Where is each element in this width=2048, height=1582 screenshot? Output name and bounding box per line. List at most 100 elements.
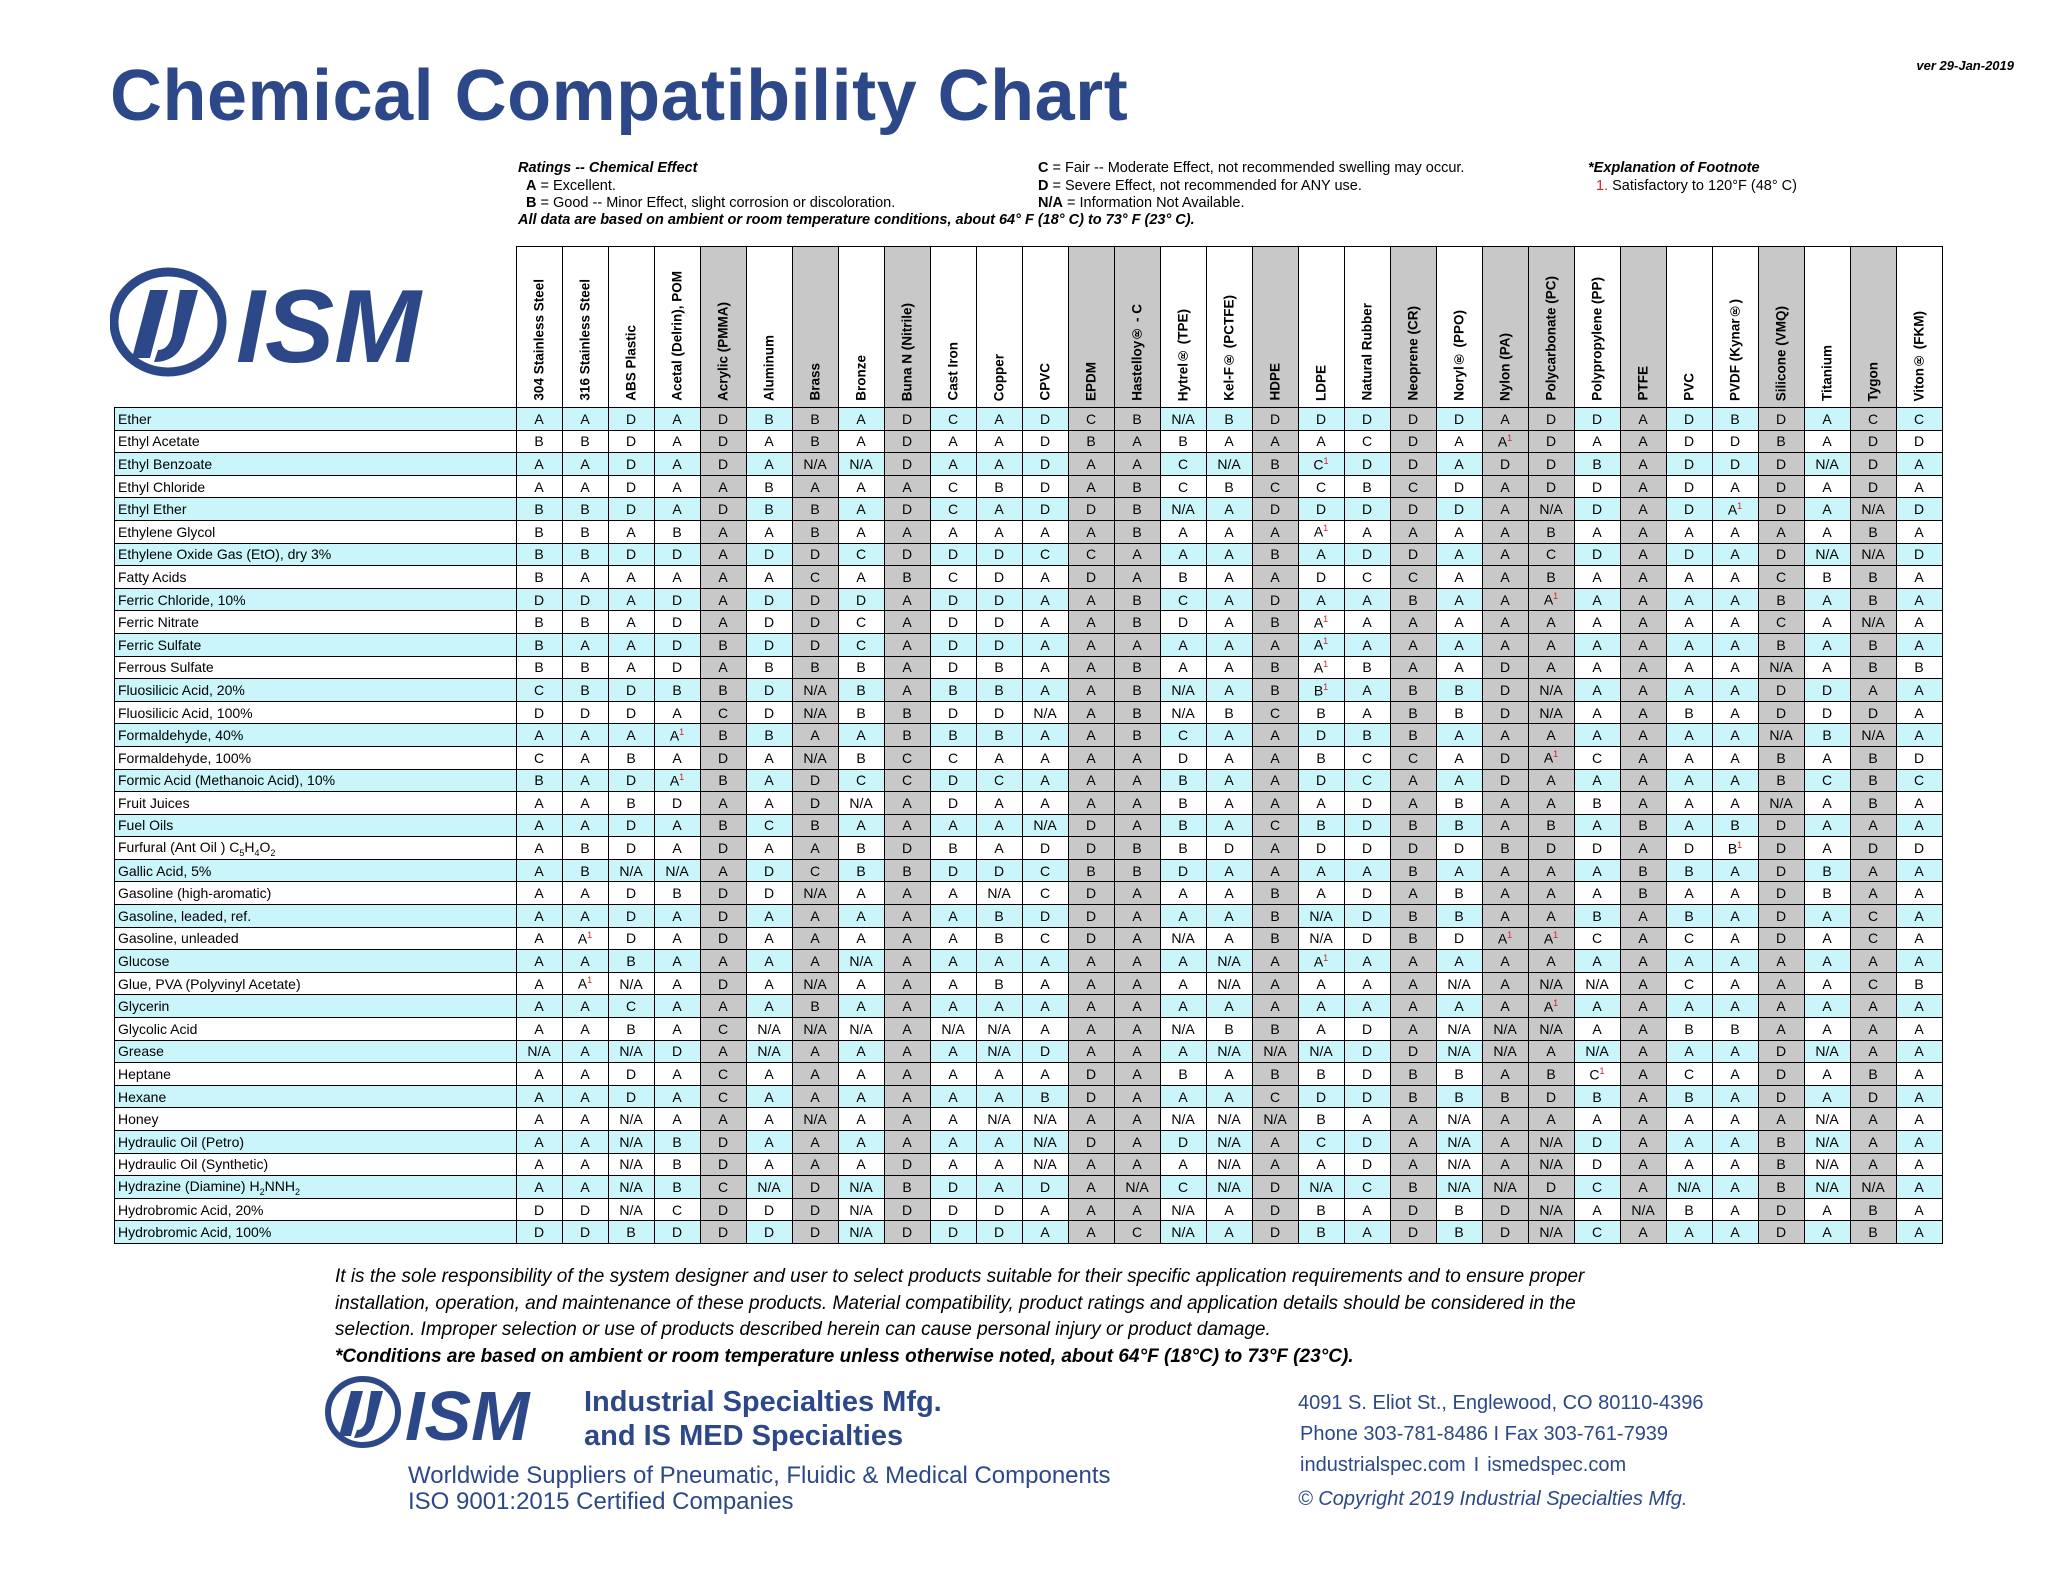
rating-cell: A <box>929 813 977 838</box>
rating-cell: D <box>607 497 655 521</box>
website-link-2[interactable]: ismedspec.com <box>1487 1454 1627 1476</box>
rating-cell: B <box>1113 519 1161 544</box>
rating-cell: A <box>1711 904 1759 928</box>
rating-cell: A <box>1067 1039 1115 1064</box>
chemical-name: Ferric Sulfate <box>114 632 517 657</box>
chemical-name: Formaldehyde, 100% <box>114 745 517 770</box>
rating-cell: A <box>1619 497 1667 521</box>
rating-cell: N/A <box>1205 1130 1253 1154</box>
rating-cell: A1 <box>561 926 609 951</box>
rating-cell: A <box>1527 1039 1575 1064</box>
rating-cell: N/A <box>1113 1175 1161 1199</box>
table-row: Fruit Juices A A B D A A D N/A A D A A A A B A A A D A B A A B A A… <box>114 791 1943 815</box>
rating-cell: A <box>791 723 839 747</box>
rating-cell: B <box>607 949 655 973</box>
rating-cell: A <box>1113 791 1161 815</box>
rating-cell: B <box>1159 1062 1207 1086</box>
rating-cell: D <box>1803 700 1851 725</box>
rating-cell: A <box>1711 1152 1759 1177</box>
rating-cell: A <box>1573 723 1621 747</box>
rating-cell: D <box>1895 429 1943 454</box>
chemical-name: Glycerin <box>114 994 517 1019</box>
material-header: Hytrel® (TPE) <box>1159 246 1207 408</box>
rating-cell: A <box>883 1017 931 1041</box>
rating-cell: D <box>929 791 977 815</box>
rating-cell: C <box>699 1175 747 1199</box>
rating-cell: B <box>1113 497 1161 521</box>
rating-cell: A <box>1665 678 1713 702</box>
rating-cell: B <box>699 813 747 838</box>
material-label: Polycarbonate (PC) <box>1543 276 1559 401</box>
rating-cell: A1 <box>1711 497 1759 521</box>
rating-cell: A <box>837 1039 885 1064</box>
rating-cell: N/A <box>1435 1152 1483 1177</box>
rating-cell: B <box>745 723 793 747</box>
website-separator: I <box>1473 1454 1480 1476</box>
rating-cell: A <box>1435 519 1483 544</box>
rating-cell: A <box>1665 881 1713 906</box>
rating-cell: B <box>1803 858 1851 883</box>
rating-cell: A <box>1665 565 1713 589</box>
rating-cell: B <box>1205 474 1253 499</box>
rating-cell: B <box>561 678 609 702</box>
legend-ratings-2: C = Fair -- Moderate Effect, not recomme… <box>1038 160 1464 213</box>
rating-cell: B <box>1389 1175 1437 1199</box>
chemical-name: Hydraulic Oil (Petro) <box>114 1130 517 1154</box>
rating-cell: D <box>1665 452 1713 476</box>
rating-cell: A <box>515 1130 563 1154</box>
rating-cell: A <box>1803 519 1851 544</box>
rating-cell: N/A <box>1205 1039 1253 1064</box>
rating-cell: D <box>1665 407 1713 431</box>
rating-cell: A <box>1573 1197 1621 1222</box>
rating-cell: D <box>929 542 977 567</box>
rating-cell: N/A <box>837 791 885 815</box>
rating-cell: D <box>1159 745 1207 770</box>
rating-cell: B <box>1389 926 1437 951</box>
rating-cell: A <box>1481 949 1529 973</box>
rating-cell: N/A <box>1159 1220 1207 1244</box>
rating-cell: A <box>1113 1107 1161 1131</box>
rating-cell: A <box>1619 1220 1667 1244</box>
rating-cell: D <box>699 745 747 770</box>
table-row: Grease N/A A N/A D A N/A A A A A N/A D A A A N/A N/A N/A D D… <box>114 1039 1943 1064</box>
material-label: Hastelloy® - C <box>1129 304 1145 401</box>
rating-cell: A <box>837 926 885 951</box>
rating-cell: B <box>1297 1197 1345 1222</box>
rating-cell: D <box>975 565 1023 589</box>
rating-cell: A <box>699 610 747 634</box>
rating-cell: A <box>1067 519 1115 544</box>
rating-cell: D <box>607 768 655 793</box>
table-row: Honey A A N/A A A A N/A A A A N/A N/A A A N/A N/A N/A B A A N… <box>114 1107 1943 1131</box>
rating-cell: A <box>1251 1130 1299 1154</box>
rating-cell: A <box>1435 452 1483 476</box>
rating-cell: A <box>791 1039 839 1064</box>
rating-cell: A <box>1113 971 1161 996</box>
material-header: Polycarbonate (PC) <box>1527 246 1575 408</box>
rating-cell: A <box>837 1152 885 1177</box>
rating-cell: A <box>1573 768 1621 793</box>
rating-cell: B <box>1113 655 1161 680</box>
rating-cell: B <box>1849 791 1897 815</box>
rating-cell: D <box>929 1220 977 1244</box>
rating-cell: C <box>1757 565 1805 589</box>
website-link[interactable]: industrialspec.com <box>1300 1454 1466 1476</box>
table-row: Hexane A A D A C A A A A A A B D A A A C D D B B B D B A B A D A D A <box>114 1084 1943 1109</box>
rating-cell: A <box>1895 565 1943 589</box>
rating-cell: D <box>1757 700 1805 725</box>
rating-cell: A <box>1711 745 1759 770</box>
rating-cell: A <box>1711 1062 1759 1086</box>
rating-cell: B <box>1113 474 1161 499</box>
rating-cell: D <box>653 610 701 634</box>
rating-cell: D <box>699 971 747 996</box>
rating-cell: A <box>1435 994 1483 1019</box>
rating-cell: B <box>975 723 1023 747</box>
rating-cell: A <box>1803 813 1851 838</box>
rating-cell: C <box>1757 610 1805 634</box>
material-label: EPDM <box>1083 361 1099 401</box>
rating-cell: D <box>975 1220 1023 1244</box>
rating-cell: A <box>1895 1152 1943 1177</box>
rating-cell: A <box>1251 994 1299 1019</box>
table-row: Glucose A A B A A A A N/A A A A A A A A N/A A A1 A A A A A A A A A A… <box>114 949 1943 973</box>
rating-cell: A <box>883 881 931 906</box>
rating-cell: A <box>837 407 885 431</box>
